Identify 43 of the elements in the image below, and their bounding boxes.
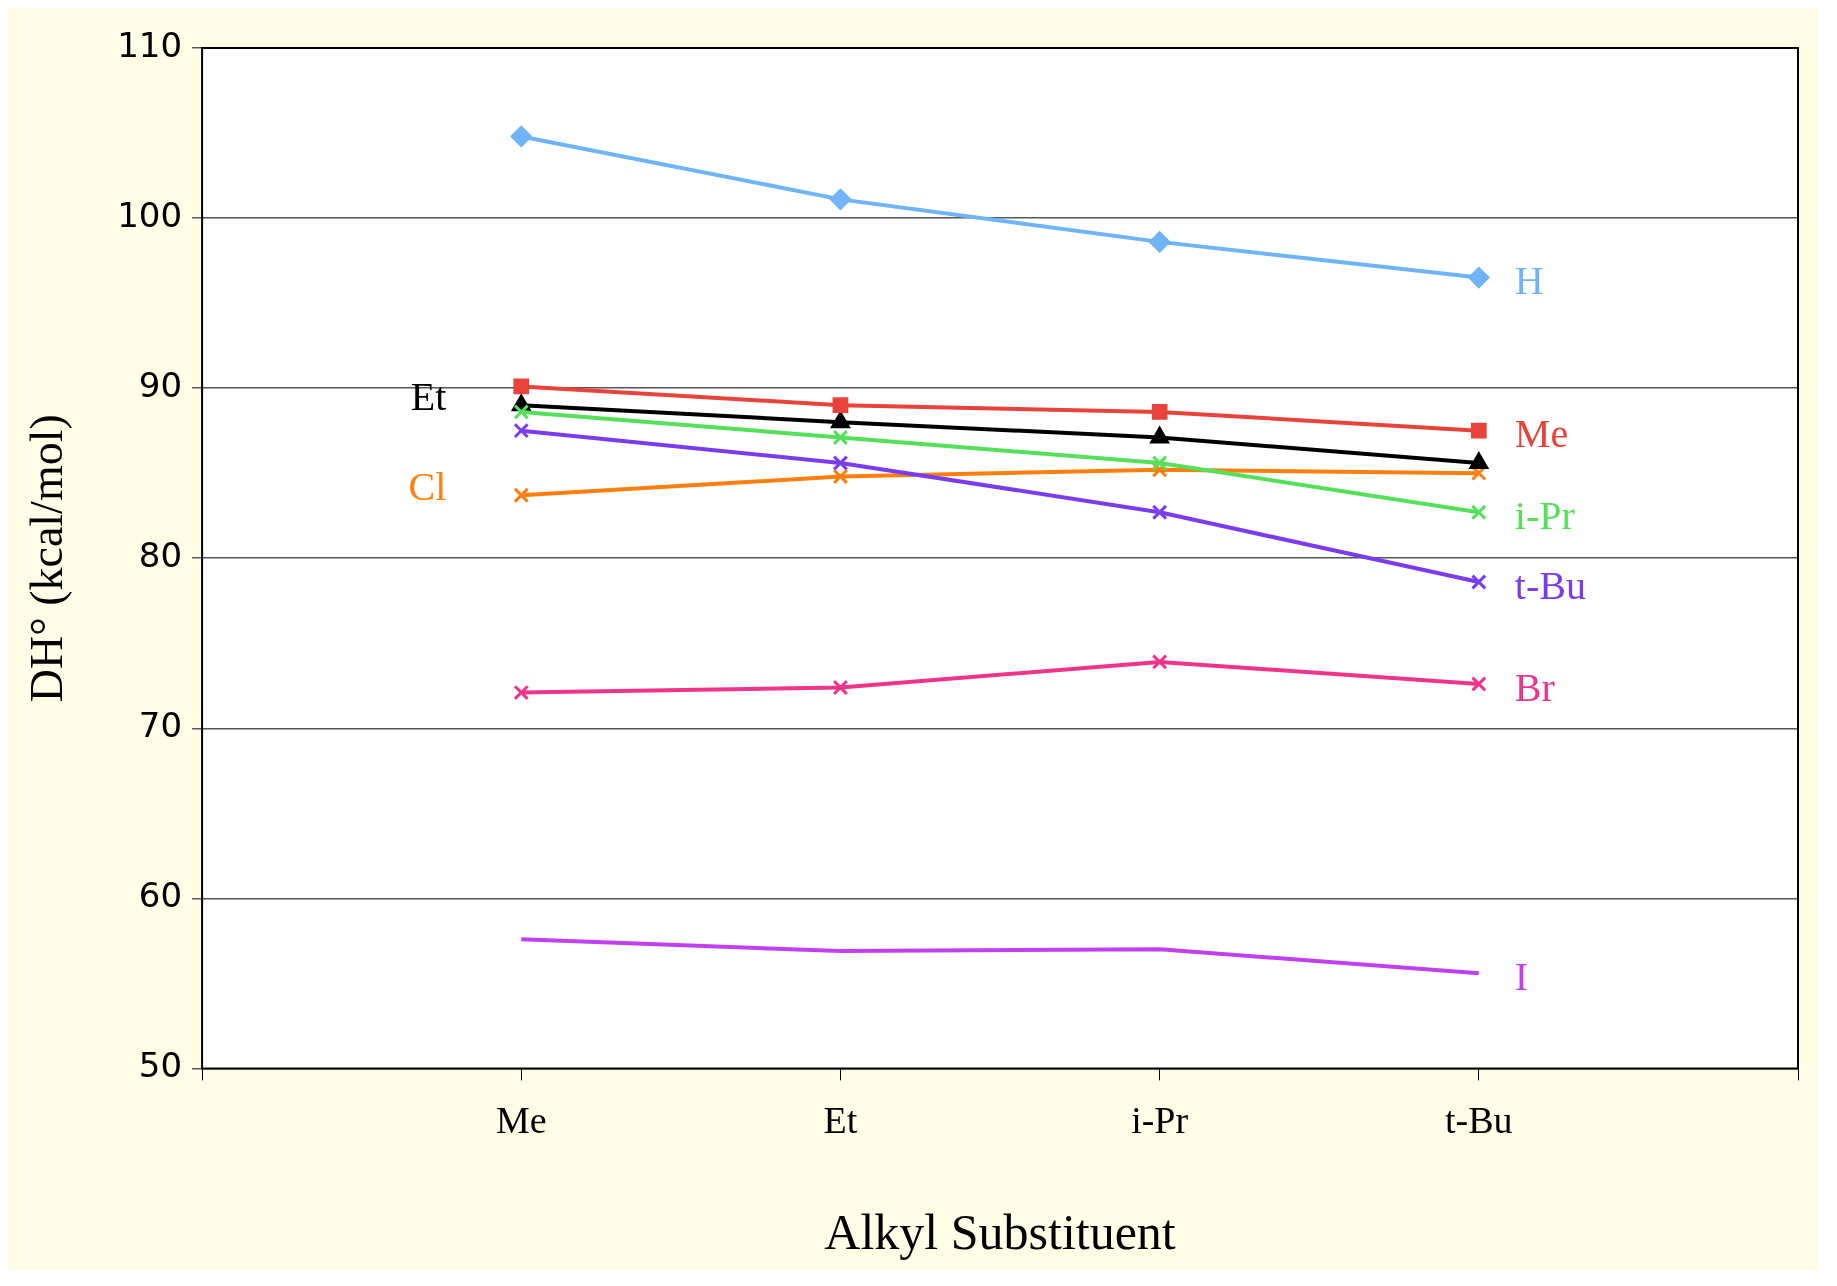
point (1149, 231, 1171, 253)
point (1468, 267, 1490, 289)
point (1151, 404, 1168, 420)
x-tick-label: Et (823, 1099, 858, 1142)
y-tick-label: 70 (138, 705, 183, 746)
point (513, 422, 530, 439)
x-axis-title: Alkyl Substituent (824, 1204, 1176, 1261)
y-tick-label: 60 (138, 875, 183, 916)
point (1470, 504, 1487, 521)
point (832, 468, 849, 485)
x-tick-label: i-Pr (1131, 1099, 1189, 1142)
y-axis-title: DH° (kcal/mol) (20, 414, 72, 703)
x-tick-label: Me (495, 1099, 547, 1142)
x-tick-label: t-Bu (1445, 1099, 1513, 1142)
point (832, 455, 849, 471)
point (510, 125, 532, 147)
point (1470, 422, 1487, 439)
series-label: Cl (408, 463, 447, 509)
point (513, 378, 530, 395)
point (1470, 676, 1487, 692)
point (832, 429, 849, 446)
series-label: i-Pr (1514, 492, 1575, 538)
point (829, 188, 851, 210)
series-label: Br (1514, 664, 1555, 710)
point (1470, 574, 1487, 590)
point (513, 487, 530, 504)
point (513, 404, 530, 420)
point (832, 679, 849, 696)
series-label: Et (410, 373, 447, 419)
y-tick-label: 80 (138, 535, 183, 576)
point (1151, 504, 1168, 521)
y-tick-label: 90 (138, 364, 183, 405)
series-label: t-Bu (1514, 562, 1586, 608)
y-tick-label: 100 (117, 194, 183, 235)
series-label: Me (1514, 411, 1569, 457)
y-tick-label: 110 (117, 24, 183, 65)
point (1151, 654, 1168, 670)
series-label: I (1514, 953, 1529, 999)
series-label: H (1514, 258, 1544, 304)
y-tick-label: 50 (138, 1045, 183, 1086)
point (832, 397, 849, 413)
point (513, 684, 530, 701)
point (1151, 455, 1168, 471)
